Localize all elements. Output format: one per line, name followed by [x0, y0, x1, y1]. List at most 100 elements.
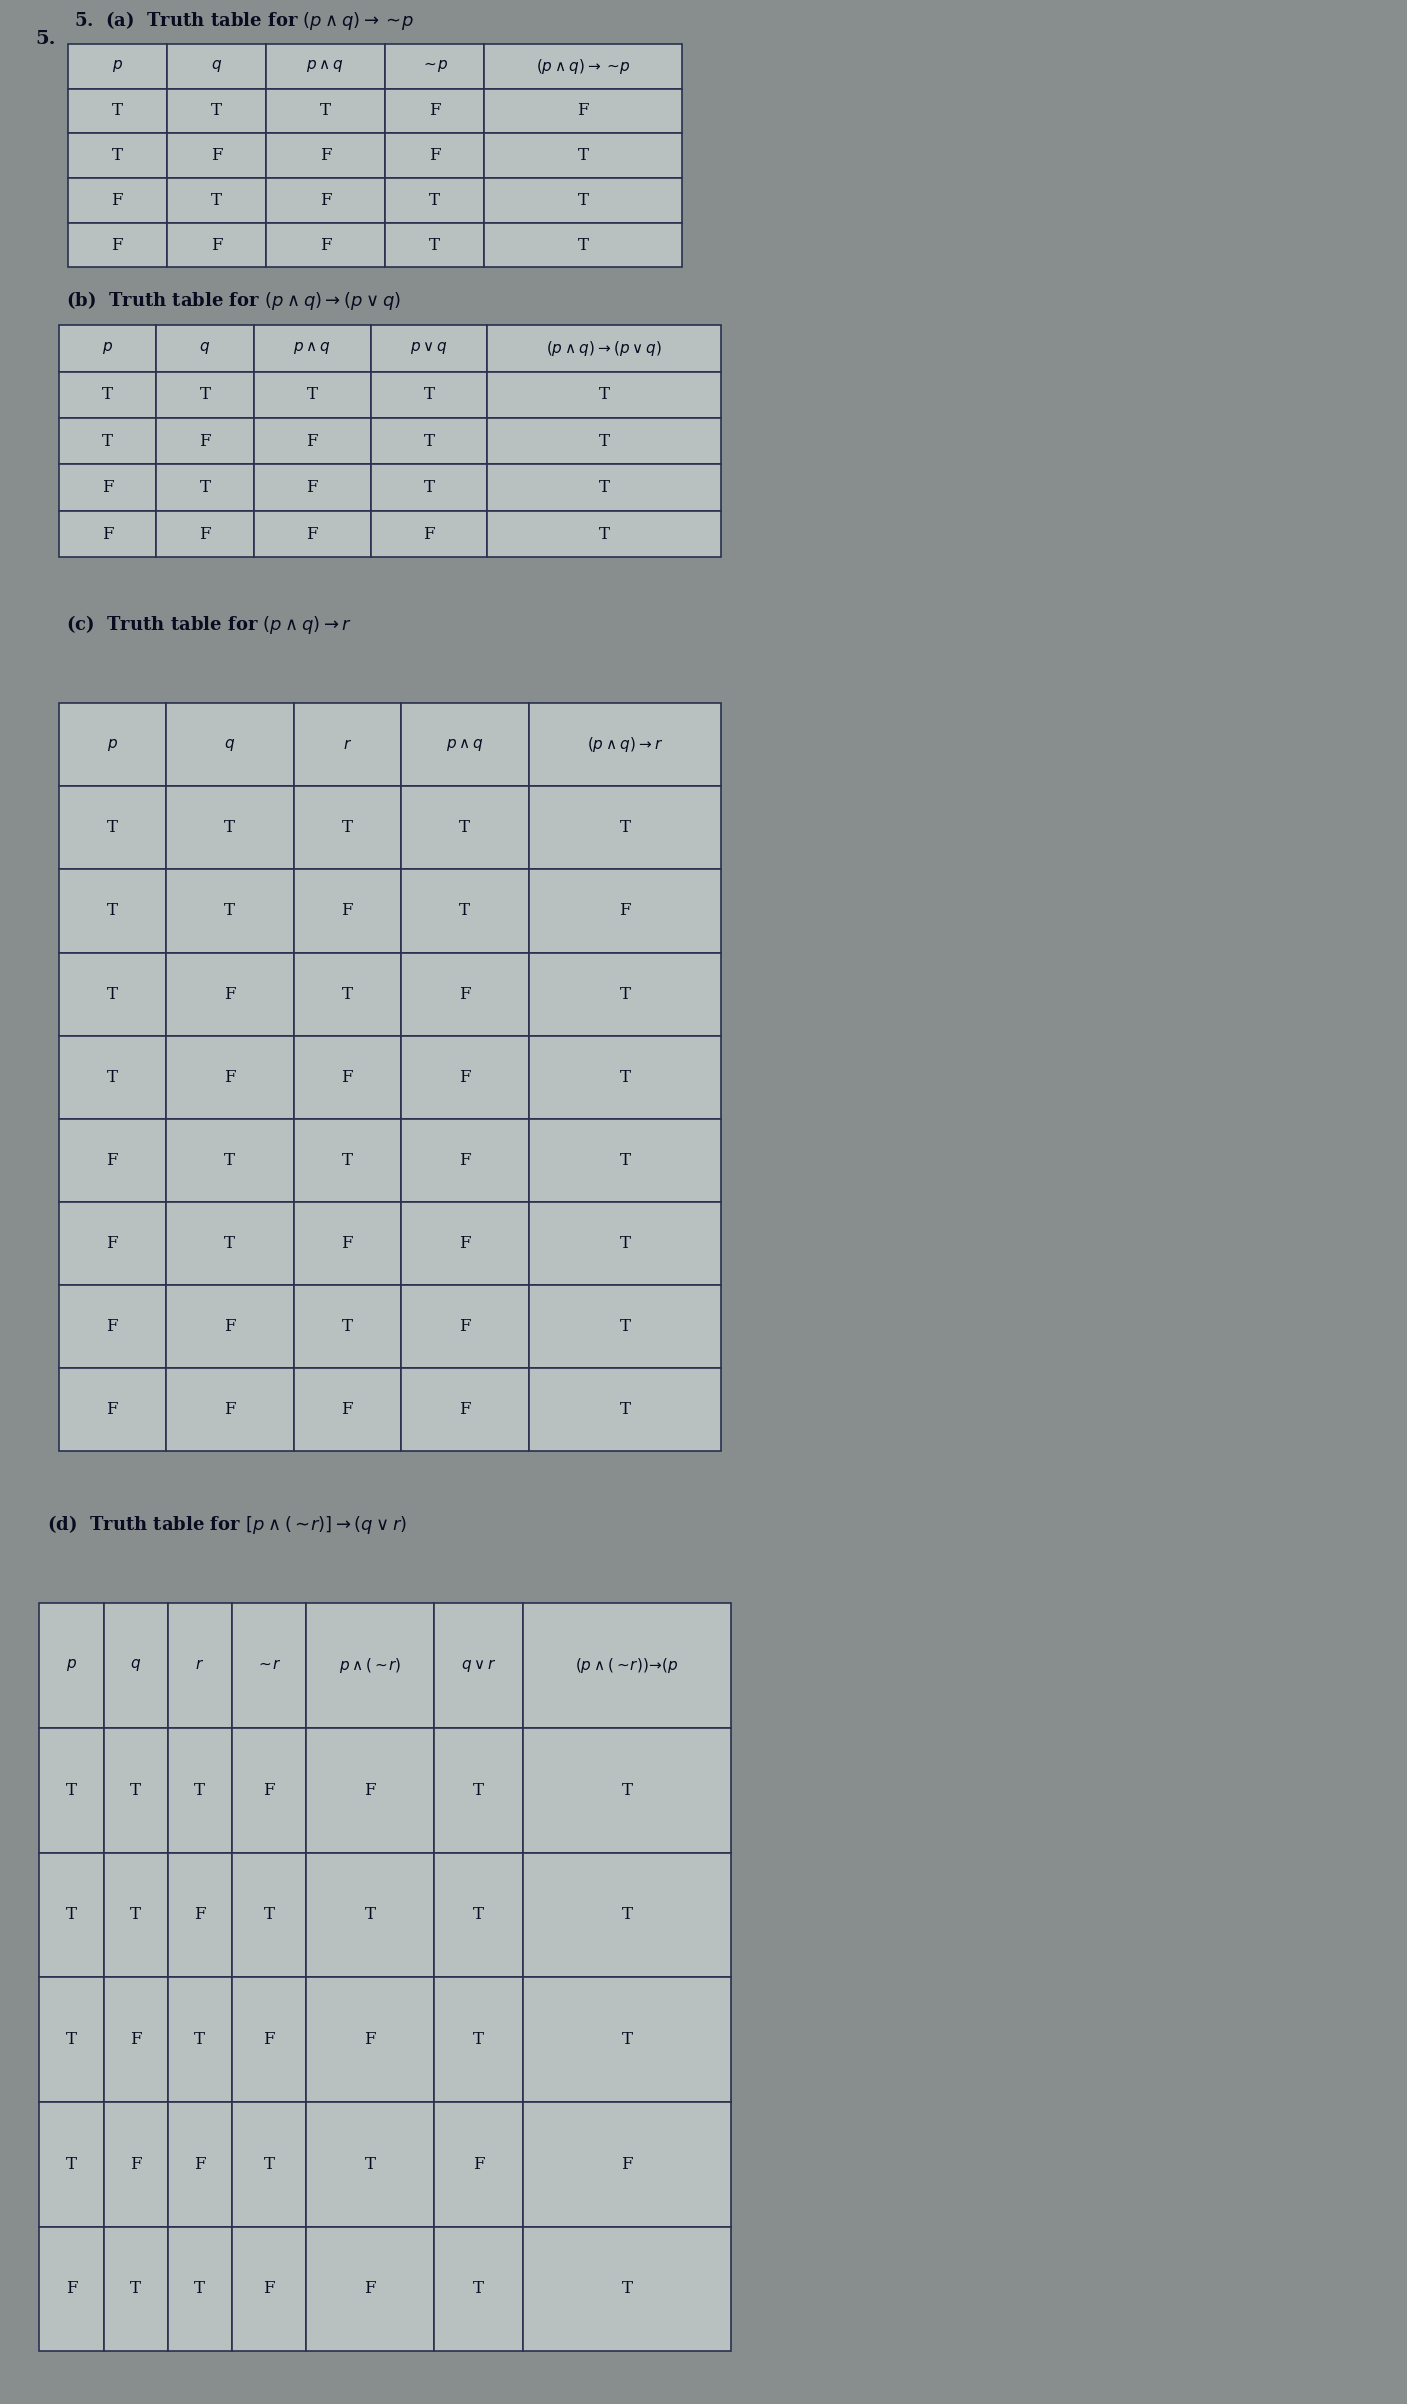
Bar [484, 132, 682, 178]
Bar [487, 464, 722, 512]
Text: F: F [263, 1781, 274, 1798]
Bar [68, 132, 167, 178]
Text: T: T [342, 820, 353, 837]
Bar [59, 1036, 166, 1118]
Bar [370, 464, 487, 512]
Bar [370, 512, 487, 558]
Bar [167, 2226, 232, 2351]
Bar [59, 373, 156, 418]
Text: F: F [342, 1402, 353, 1418]
Bar [294, 952, 401, 1036]
Text: $r$: $r$ [196, 1659, 204, 1673]
Text: T: T [131, 2281, 141, 2298]
Bar [435, 1853, 523, 1976]
Text: F: F [459, 986, 470, 1002]
Text: T: T [194, 2031, 205, 2048]
Text: $\sim\!r$: $\sim\!r$ [256, 1659, 281, 1673]
Text: F: F [194, 1906, 205, 1923]
Text: F: F [224, 1402, 235, 1418]
Bar [59, 1118, 166, 1202]
Bar [529, 870, 722, 952]
Bar [39, 1728, 104, 1853]
Bar [305, 1603, 435, 1728]
Text: $q$: $q$ [224, 736, 235, 752]
Text: T: T [473, 1781, 484, 1798]
Text: T: T [459, 820, 470, 837]
Bar [167, 178, 266, 224]
Bar [232, 1853, 305, 1976]
Text: T: T [599, 433, 609, 450]
Bar [232, 2226, 305, 2351]
Text: F: F [107, 1152, 118, 1168]
Bar [104, 2226, 167, 2351]
Bar [59, 702, 166, 786]
Text: T: T [619, 1317, 630, 1334]
Bar [294, 702, 401, 786]
Text: F: F [194, 2156, 205, 2173]
Bar [487, 373, 722, 418]
Text: $p\vee q$: $p\vee q$ [409, 341, 447, 356]
Bar [166, 1286, 294, 1368]
Bar [266, 224, 386, 267]
Bar [294, 1286, 401, 1368]
Bar [435, 1603, 523, 1728]
Bar [104, 1976, 167, 2101]
Text: T: T [107, 1070, 118, 1087]
Bar [59, 512, 156, 558]
Text: F: F [263, 2281, 274, 2298]
Text: T: T [473, 1906, 484, 1923]
Bar [59, 870, 166, 952]
Text: T: T [364, 1906, 376, 1923]
Text: F: F [364, 2031, 376, 2048]
Bar [104, 1603, 167, 1728]
Bar [167, 132, 266, 178]
Bar [59, 1368, 166, 1452]
Bar [167, 1728, 232, 1853]
Text: F: F [319, 147, 331, 163]
Text: F: F [459, 1236, 470, 1252]
Text: F: F [66, 2281, 77, 2298]
Text: F: F [111, 192, 124, 209]
Bar [305, 2101, 435, 2226]
Text: T: T [459, 902, 470, 918]
Bar [401, 702, 529, 786]
Text: $p$: $p$ [101, 341, 113, 356]
Text: F: F [107, 1236, 118, 1252]
Bar [484, 43, 682, 89]
Text: T: T [107, 820, 118, 837]
Text: $q$: $q$ [129, 1656, 141, 1673]
Text: (d)  Truth table for $[p \wedge (\sim\!r)] \rightarrow (q \vee r)$: (d) Truth table for $[p \wedge (\sim\!r)… [46, 1512, 407, 1536]
Bar [59, 952, 166, 1036]
Bar [305, 1853, 435, 1976]
Text: T: T [111, 103, 122, 120]
Bar [104, 1853, 167, 1976]
Text: T: T [194, 1781, 205, 1798]
Bar [370, 373, 487, 418]
Bar [167, 43, 266, 89]
Text: F: F [342, 1236, 353, 1252]
Text: F: F [107, 1317, 118, 1334]
Text: F: F [211, 236, 222, 252]
Text: F: F [619, 902, 630, 918]
Bar [529, 1036, 722, 1118]
Text: $q$: $q$ [200, 341, 211, 356]
Bar [232, 2101, 305, 2226]
Text: $p\wedge q$: $p\wedge q$ [446, 736, 484, 752]
Text: T: T [619, 1402, 630, 1418]
Text: $(p \wedge (\sim\!r))\!\rightarrow\!(p$: $(p \wedge (\sim\!r))\!\rightarrow\!(p$ [575, 1656, 678, 1676]
Text: F: F [307, 433, 318, 450]
Bar [294, 1368, 401, 1452]
Bar [253, 464, 370, 512]
Bar [386, 224, 484, 267]
Bar [253, 418, 370, 464]
Text: T: T [578, 192, 588, 209]
Text: T: T [364, 2156, 376, 2173]
Text: T: T [111, 147, 122, 163]
Bar [435, 2226, 523, 2351]
Text: T: T [429, 192, 440, 209]
Text: F: F [620, 2156, 633, 2173]
Bar [156, 512, 253, 558]
Bar [167, 1603, 232, 1728]
Bar [167, 224, 266, 267]
Text: $(p \wedge q) \rightarrow r$: $(p \wedge q) \rightarrow r$ [587, 736, 663, 755]
